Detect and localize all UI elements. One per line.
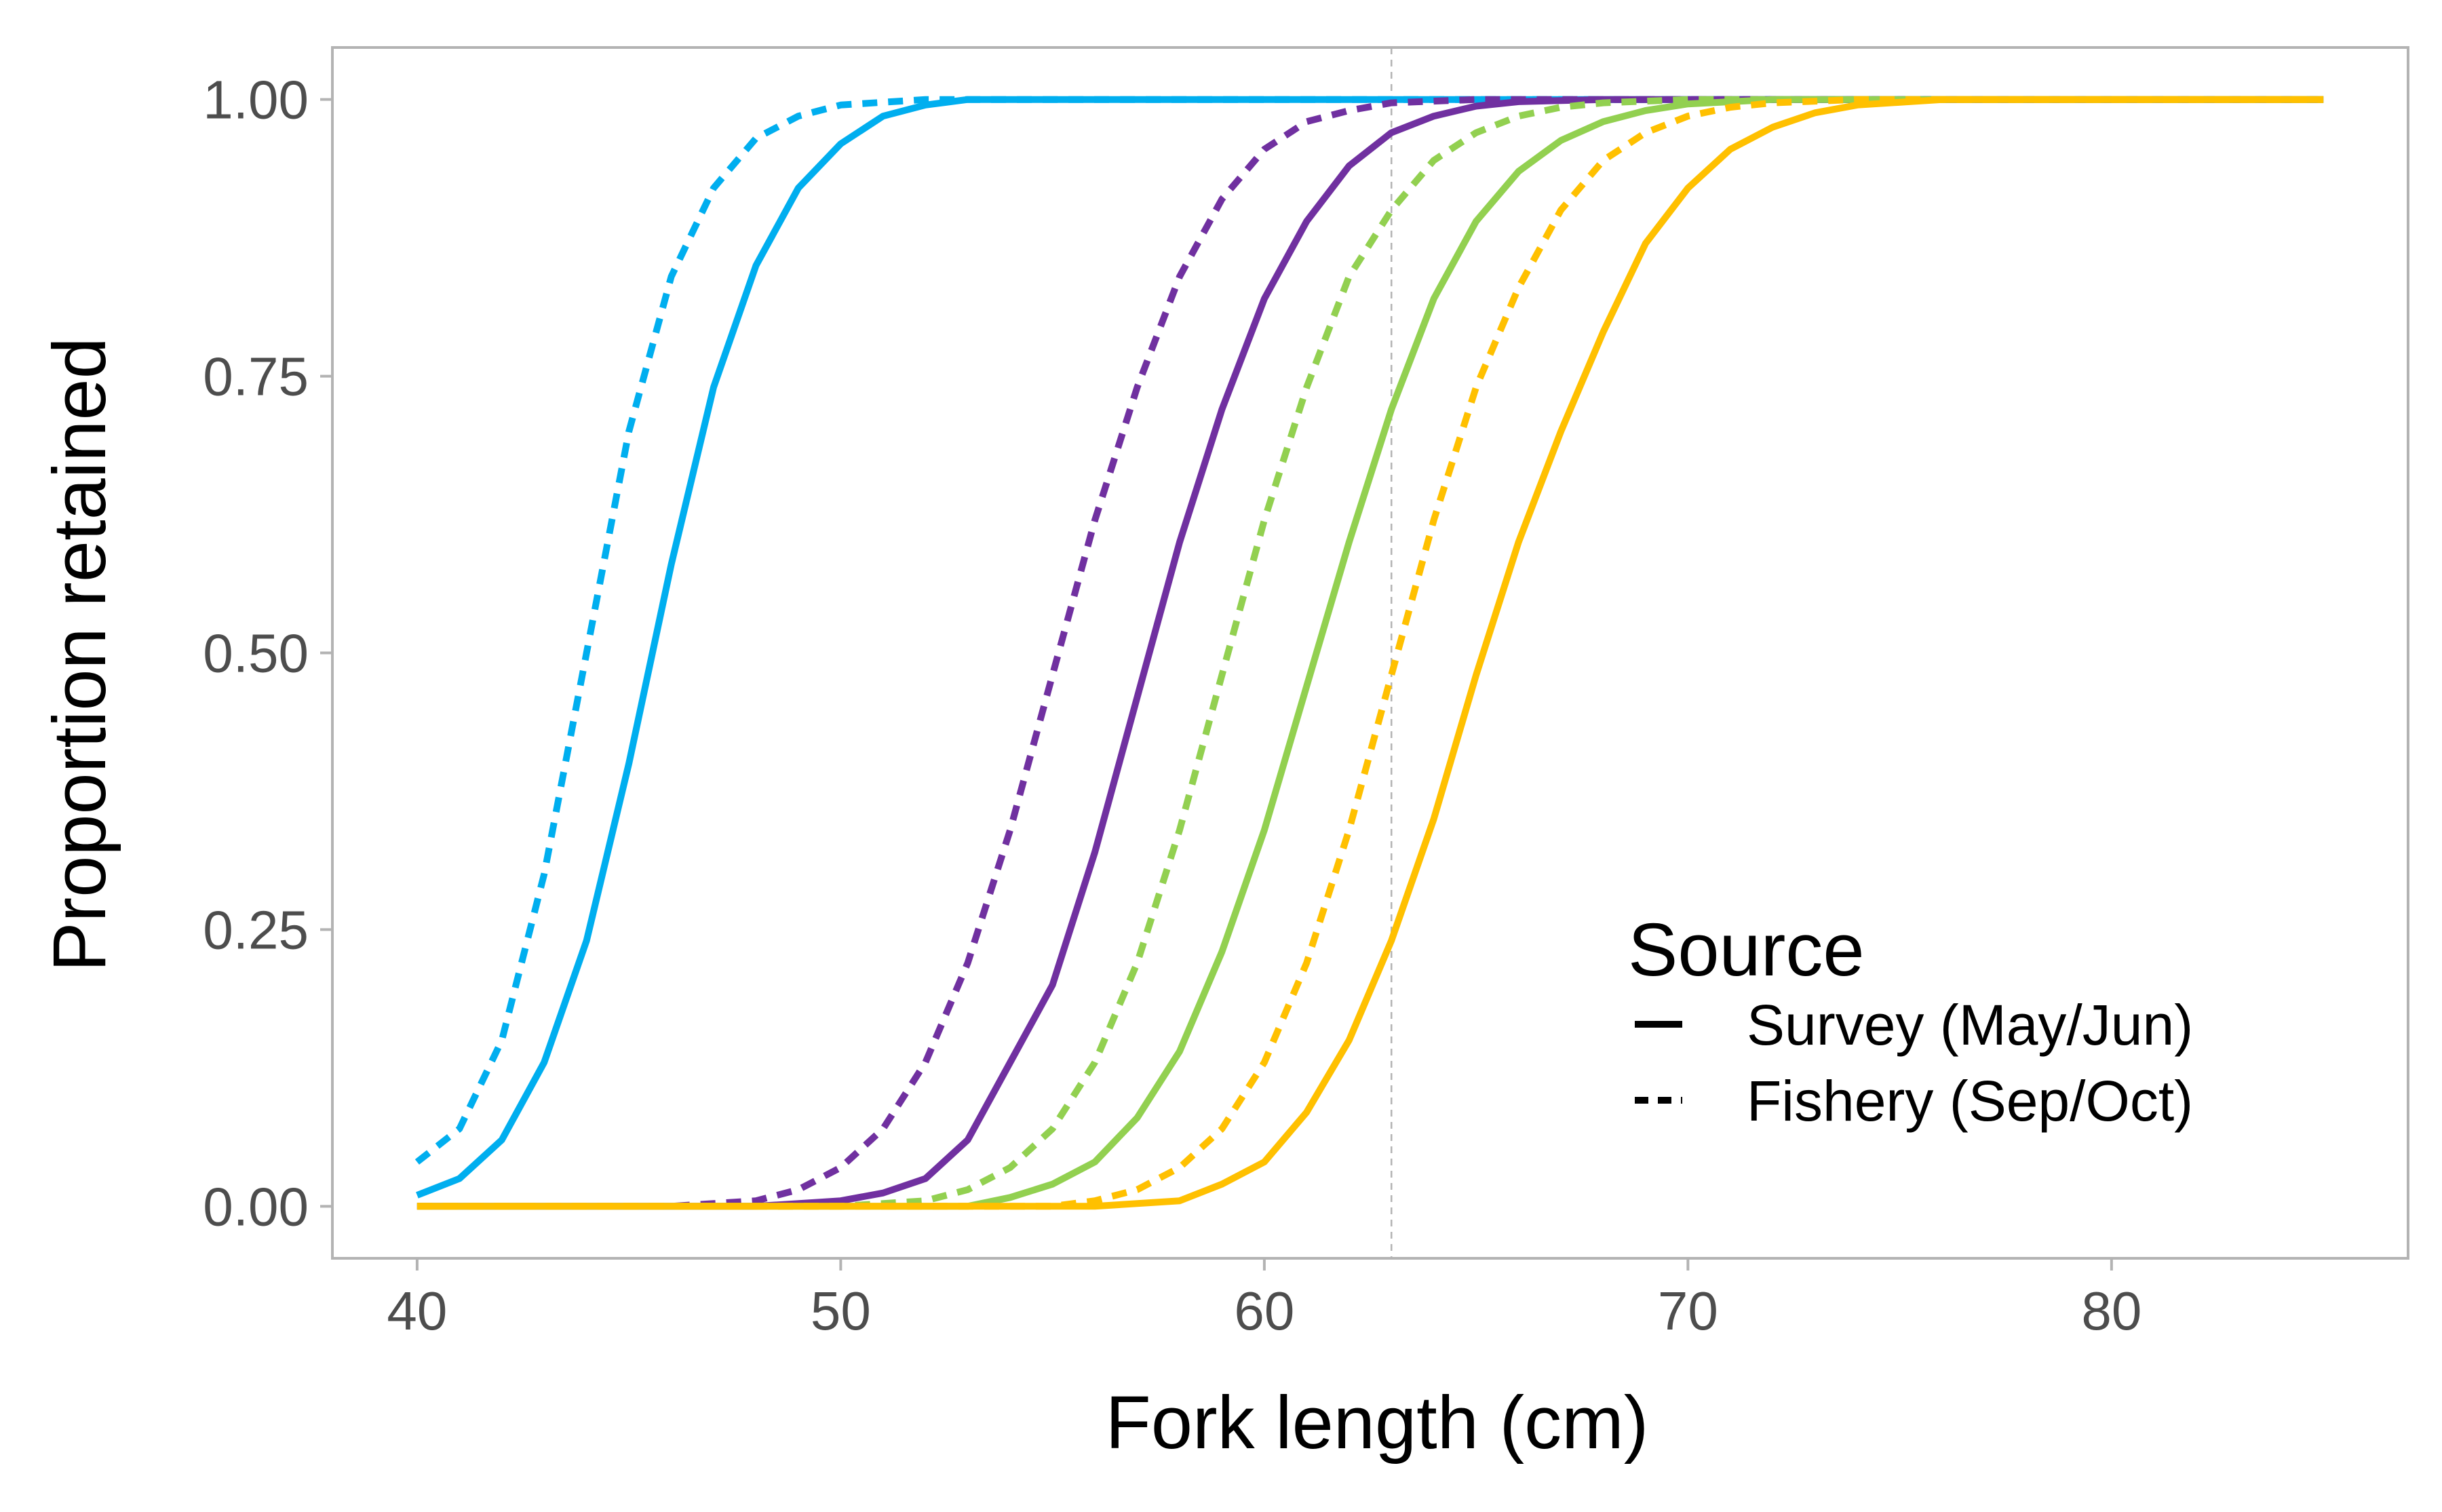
x-tick-label: 40 — [387, 1281, 447, 1341]
y-tick-label: 0.75 — [203, 347, 309, 407]
y-tick-label: 0.25 — [203, 899, 309, 960]
series-line-6 — [416, 96, 2324, 1210]
series-line-5 — [416, 96, 2324, 1210]
legend-label-survey: Survey (May/Jun) — [1747, 993, 2193, 1057]
plot-layer — [414, 47, 2324, 1258]
y-axis-title: Proportion retained — [38, 337, 121, 972]
x-tick-label: 60 — [1234, 1281, 1294, 1341]
y-tick-label: 0.50 — [203, 623, 309, 684]
series-line-7 — [416, 96, 2324, 1210]
series-line-2 — [416, 96, 2324, 1199]
series-line-1 — [414, 96, 2324, 1165]
y-tick-label: 0.00 — [203, 1176, 309, 1237]
legend-title: Source — [1628, 908, 1865, 992]
series-line-8 — [416, 96, 2324, 1210]
axis-layer: 40 50 60 70 80 0.00 0.25 0.50 0.75 1.00 — [203, 46, 2409, 1341]
x-axis-title: Fork length (cm) — [1106, 1381, 1649, 1465]
y-tick-label: 1.00 — [203, 70, 309, 130]
x-tick-label: 50 — [811, 1281, 871, 1341]
x-tick-label: 70 — [1658, 1281, 1718, 1341]
x-tick-label: 80 — [2081, 1281, 2141, 1341]
legend-label-fishery: Fishery (Sep/Oct) — [1747, 1069, 2193, 1133]
series-line-3 — [416, 96, 2324, 1210]
legend: Source Survey (May/Jun) Fishery (Sep/Oct… — [1628, 908, 2193, 1133]
series-line-4 — [416, 96, 2324, 1210]
series-group — [414, 96, 2324, 1210]
